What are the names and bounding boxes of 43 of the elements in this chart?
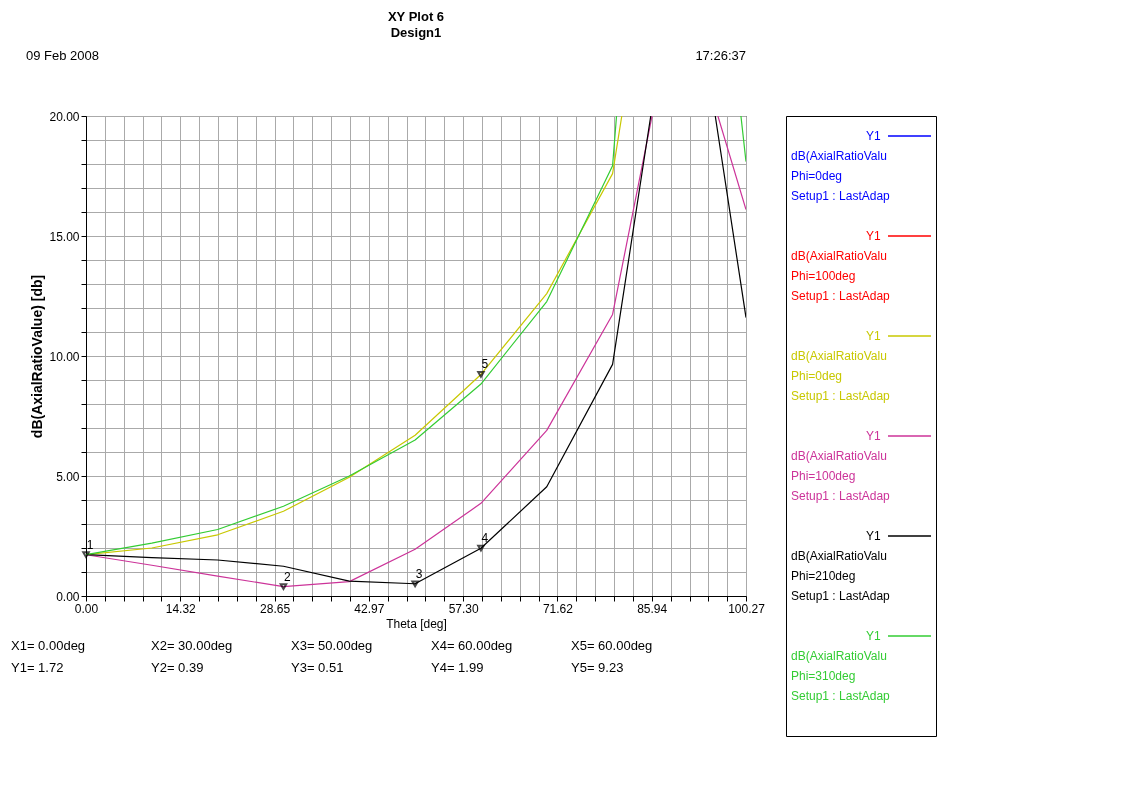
chart-title: XY Plot 6 [387, 9, 445, 24]
x-tick-label: 85.94 [637, 601, 668, 616]
y-tick-label: 10.00 [49, 349, 80, 364]
x-tick-label: 71.62 [542, 601, 574, 616]
chart-subtitle: Design1 [390, 25, 442, 40]
x-tick-label: 100.27 [728, 601, 766, 616]
annotation: 4 [481, 531, 489, 546]
x-tick-label: 57.30 [448, 601, 479, 616]
text: X4= 60.00deg [431, 638, 513, 653]
annotation: 5 [481, 357, 489, 372]
point [411, 580, 419, 588]
text: Y3= 0.51 [291, 660, 344, 675]
y-axis-title: dB(AxialRatioValue) [db] [29, 274, 46, 439]
point [82, 551, 90, 559]
text: Y2= 0.39 [151, 660, 204, 675]
point [477, 544, 485, 552]
legend-label: Y1 dB(AxialRatioValu Phi=100deg Setup1 : LastAdap [791, 229, 891, 303]
x-tick-label: 14.32 [165, 601, 197, 616]
text: X3= 50.00deg [291, 638, 373, 653]
legend-label: Y1 dB(AxialRatioValu Phi=310deg Setup1 : LastAdap [791, 629, 891, 703]
y-tick-label: 15.00 [49, 229, 80, 244]
text: X5= 60.00deg [571, 638, 653, 653]
text: 17:26:37 [695, 48, 746, 63]
text: Y5= 9.23 [571, 660, 624, 675]
x-axis-title: Theta [deg] [386, 616, 447, 631]
legend-label: Y1 dB(AxialRatioValu Phi=0deg Setup1 : LastAdap [791, 129, 891, 203]
annotation: 1 [86, 537, 94, 552]
y-tick-label: 5.00 [56, 469, 80, 484]
y-tick-label: 0.00 [56, 589, 80, 604]
text: X2= 30.00deg [151, 638, 233, 653]
x-tick-label: 0.00 [74, 601, 99, 616]
text: 09 Feb 2008 [26, 48, 100, 63]
x-tick-label: 28.65 [260, 601, 291, 616]
text: Y4= 1.99 [431, 660, 484, 675]
text: Y1= 1.72 [11, 660, 64, 675]
text: X1= 0.00deg [11, 638, 86, 653]
x-tick-label: 42.97 [354, 601, 385, 616]
annotation: 2 [284, 569, 292, 584]
annotation: 3 [415, 566, 423, 581]
y-tick-label: 20.00 [49, 109, 80, 124]
legend-label: Y1 dB(AxialRatioValu Phi=210deg Setup1 : LastAdap [791, 529, 891, 603]
legend-label: Y1 dB(AxialRatioValu Phi=0deg Setup1 : LastAdap [791, 329, 891, 403]
legend-label: Y1 dB(AxialRatioValu Phi=100deg Setup1 : LastAdap [791, 429, 891, 503]
